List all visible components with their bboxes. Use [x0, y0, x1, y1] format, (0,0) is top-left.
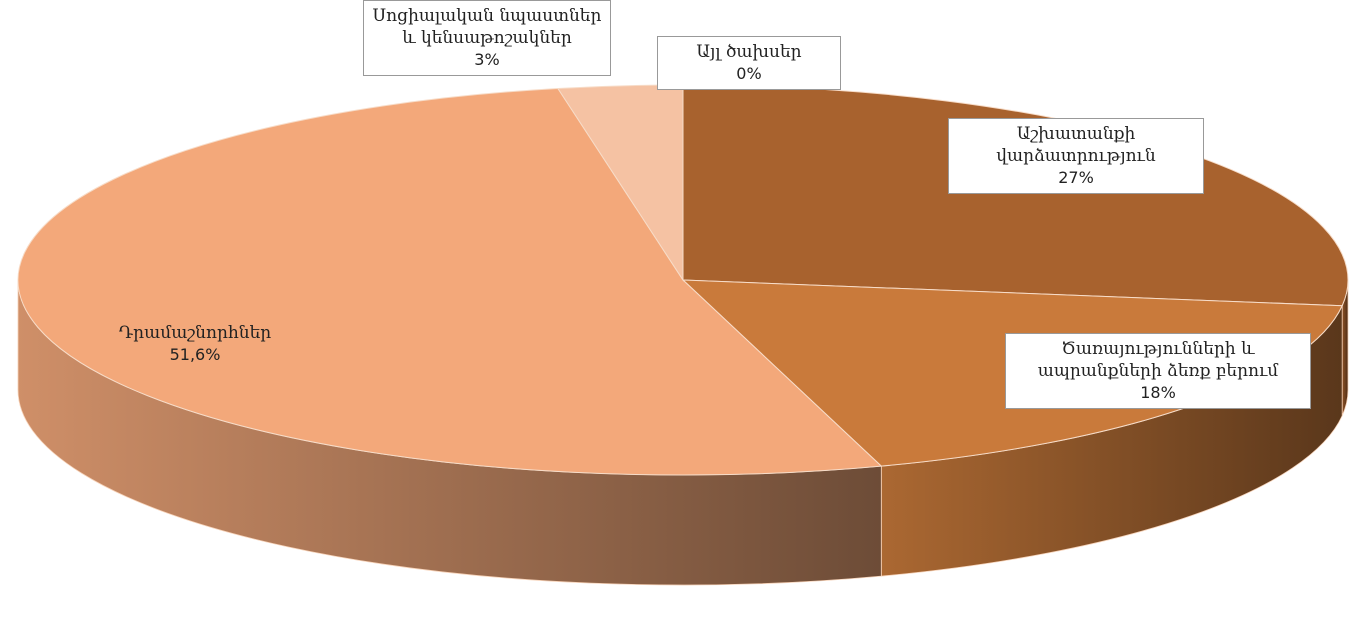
label-value: 18%	[1140, 383, 1176, 402]
label-value: 0%	[736, 64, 762, 83]
label-value: 27%	[1058, 168, 1094, 187]
data-label: Աշխատանքի վարձատրություն 27%	[948, 118, 1204, 194]
data-label: Սոցիալական նպաստներ և կենսաթոշակներ 3%	[363, 0, 611, 76]
data-label: Այլ ծախսեր 0%	[657, 36, 841, 90]
label-name: Սոցիալական նպաստներ և կենսաթոշակներ	[372, 6, 602, 48]
label-name: Դրամաշնորհներ	[118, 323, 272, 343]
label-name: Աշխատանքի վարձատրություն	[996, 124, 1156, 166]
data-label: Դրամաշնորհներ 51,6%	[60, 318, 330, 370]
slice	[17, 87, 883, 476]
label-value: 51,6%	[169, 345, 221, 364]
label-value: 3%	[474, 50, 500, 69]
data-label: Ծառայությունների և ապրանքների ձեռք բերու…	[1005, 333, 1311, 409]
label-name: Այլ ծախսեր	[696, 42, 802, 62]
label-name: Ծառայությունների և ապրանքների ձեռք բերու…	[1037, 339, 1279, 381]
